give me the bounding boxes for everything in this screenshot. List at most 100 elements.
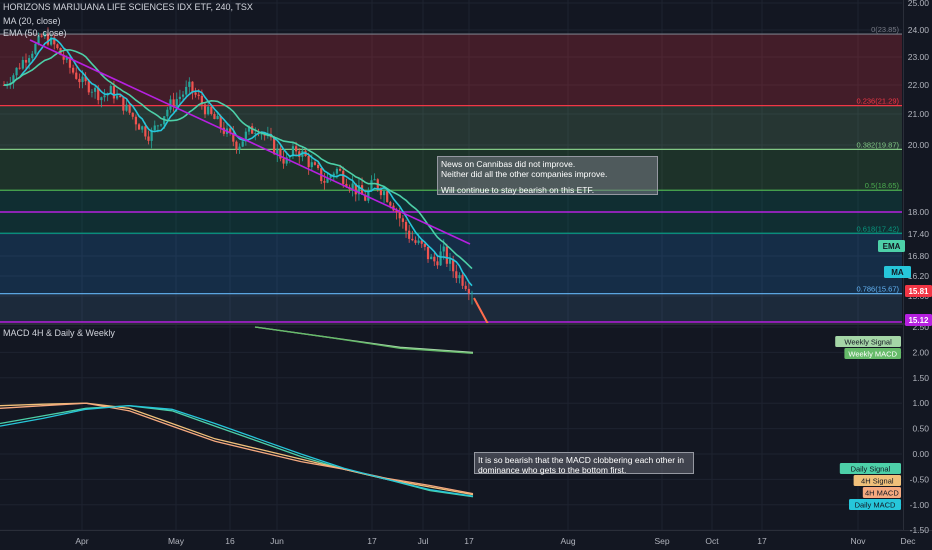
candle-body	[181, 94, 185, 97]
price-tick-1: 24.00	[908, 25, 930, 35]
candle-body	[2, 85, 6, 86]
macd-tick-2: 1.50	[912, 373, 929, 383]
candle-body	[90, 91, 94, 93]
candle-body	[338, 168, 342, 171]
candle-body	[442, 246, 445, 252]
candle-body	[273, 137, 276, 154]
candle-body	[134, 116, 138, 125]
candle-body	[404, 221, 408, 231]
ma-legend[interactable]: MA (20, close)	[3, 16, 61, 26]
price-tick-6: 18.00	[908, 207, 930, 217]
candle-body	[251, 126, 254, 134]
candle-body	[235, 141, 238, 150]
candle-body	[247, 126, 251, 132]
candle-body	[367, 190, 370, 201]
macd-tag-bg-4	[862, 487, 901, 498]
price-tick-0: 25.00	[908, 0, 930, 8]
macd-tag-4: 4H MACD	[865, 489, 899, 498]
macd-legend[interactable]: MACD 4H & Daily & Weekly	[3, 328, 115, 338]
candle-body	[295, 146, 298, 152]
macd-tag-bg-3	[853, 475, 901, 486]
candle-body	[87, 81, 90, 93]
fib-label-5: 0.786(15.67)	[856, 285, 899, 294]
ema-legend[interactable]: EMA (50, close)	[3, 28, 67, 38]
candle-body	[389, 202, 392, 206]
candle-body	[109, 85, 112, 94]
candle-body	[395, 210, 398, 213]
price-axis-border	[903, 0, 904, 530]
macd-tick-7: -1.00	[910, 500, 930, 510]
candle-body	[241, 141, 244, 147]
candle-body	[203, 104, 207, 115]
candle-body	[310, 162, 313, 168]
candle-body	[345, 183, 348, 188]
macd-tag-bg-5	[849, 499, 901, 510]
price-tick-5: 20.00	[908, 140, 930, 150]
candle-body	[93, 87, 97, 92]
candle-body	[100, 97, 103, 101]
candle-body	[244, 131, 247, 142]
candle-body	[445, 246, 448, 264]
candle-body	[398, 212, 401, 219]
candle-body	[115, 95, 119, 99]
price-tick-3: 22.00	[908, 80, 930, 90]
note-bottom[interactable]: It is so bearish that the MACD clobberin…	[474, 452, 694, 475]
candle-body	[175, 99, 178, 107]
price-tick-9: 16.20	[908, 271, 930, 281]
time-tick-6: 17	[464, 536, 474, 546]
macd-tag-3: 4H Signal	[861, 477, 894, 486]
candle-body	[141, 126, 144, 130]
macd-tick-4: 0.50	[912, 424, 929, 434]
note-top-line-4: Will continue to stay bearish on this ET…	[441, 185, 595, 195]
candle-body	[426, 246, 430, 260]
macd-tick-0: 2.50	[912, 322, 929, 332]
macd-series-5	[0, 405, 474, 497]
time-tick-9: Oct	[705, 536, 719, 546]
candle-body	[53, 37, 56, 45]
fib-label-4: 0.618(17.42)	[856, 224, 899, 233]
candle-body	[452, 258, 455, 272]
candle-body	[153, 125, 156, 131]
candle-body	[433, 256, 436, 262]
macd-tag-bg-2	[839, 463, 901, 474]
time-tick-2: 16	[225, 536, 235, 546]
candle-body	[197, 94, 200, 96]
note-bottom-line-1: It is so bearish that the MACD clobberin…	[478, 455, 684, 465]
fib-label-0: 0(23.85)	[871, 25, 899, 34]
fib-band-bottom	[0, 293, 902, 322]
candle-body	[329, 175, 332, 178]
candle-body	[178, 96, 181, 100]
candle-body	[285, 157, 288, 164]
ema-line	[3, 49, 473, 270]
candle-body	[276, 148, 279, 154]
candle-body	[213, 113, 216, 120]
time-axis-border	[0, 530, 932, 531]
macd-tick-5: 0.00	[912, 449, 929, 459]
candle-body	[458, 275, 461, 279]
candle-body	[84, 76, 87, 82]
candle-body	[436, 261, 439, 266]
candle-body	[34, 43, 37, 54]
candle-body	[103, 95, 106, 98]
candle-body	[470, 292, 474, 294]
time-tick-4: 17	[367, 536, 377, 546]
candle-body	[194, 92, 197, 95]
candle-body	[50, 37, 53, 45]
candle-body	[232, 132, 235, 142]
candle-body	[354, 183, 357, 195]
candle-body	[81, 76, 84, 83]
price-tick-4: 21.00	[908, 109, 930, 119]
candle-body	[65, 57, 68, 60]
candle-body	[386, 191, 389, 203]
candle-body	[43, 33, 46, 37]
candle-body	[332, 173, 335, 176]
note-top[interactable]: News on Cannibas did not improve. Neithe…	[437, 156, 658, 195]
fib-label-3: 0.5(18.65)	[865, 181, 900, 190]
time-tick-12: Dec	[900, 536, 916, 546]
time-tick-7: Aug	[560, 536, 575, 546]
candle-body	[467, 288, 470, 294]
time-tick-3: Jun	[270, 536, 284, 546]
candle-body	[357, 185, 361, 195]
macd-tag-5: Daily MACD	[855, 501, 896, 510]
